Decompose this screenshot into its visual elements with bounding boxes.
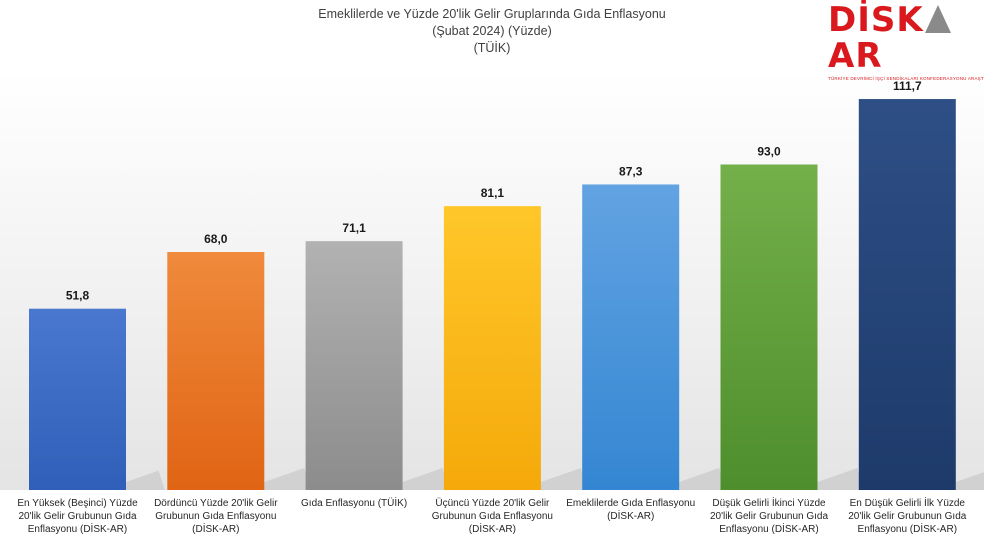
bar — [167, 252, 265, 490]
category-label: Dördüncü Yüzde 20'lik Gelir Grubunun Gıda… — [146, 497, 286, 536]
bar — [305, 241, 403, 490]
bar-shadow — [540, 468, 587, 490]
category-label-line: Enflasyonu (DİSK-AR) — [719, 524, 819, 535]
category-label-line: 20'lik Gelir Grubunun Gıda — [709, 511, 829, 522]
value-label: 68,0 — [204, 232, 228, 246]
bar — [29, 308, 126, 490]
category-label: Düşük Gelirli İkinci Yüzde 20'lik Gelir G… — [699, 497, 839, 536]
logo-tagline: TÜRKİYE DEVRİMCİ İŞÇİ SENDİKALARI KONFED… — [828, 76, 984, 81]
value-label: 111,7 — [893, 79, 922, 93]
category-label-line: Gıda Enflasyonu (TÜİK) — [301, 498, 408, 509]
category-label-line: Grubunun Gıda Enflasyonu — [431, 511, 553, 522]
chart-title: Emeklilerde ve Yüzde 20'lik Gelir Grupla… — [318, 7, 666, 21]
category-label-line: Emeklilerde Gıda Enflasyonu — [566, 498, 696, 509]
category-label-line: Üçüncü Yüzde 20'lik Gelir — [435, 498, 550, 509]
chart-title-block: Emeklilerde ve Yüzde 20'lik Gelir Grupla… — [0, 6, 984, 57]
category-label-line: En Düşük Gelirli İlk Yüzde — [849, 498, 965, 509]
bar-shadow — [264, 468, 311, 490]
bar — [720, 164, 818, 490]
category-label: Emeklilerde Gıda Enflasyonu (DİSK-AR) — [561, 497, 701, 523]
bar-shadow — [126, 470, 165, 490]
category-label-line: En Yüksek (Beşinci) Yüzde — [17, 498, 138, 509]
value-label: 93,0 — [757, 145, 781, 159]
bar-shadows — [126, 468, 984, 490]
bars — [29, 99, 956, 491]
bar-shadow — [402, 468, 449, 490]
bar — [443, 206, 541, 490]
value-label: 87,3 — [619, 164, 643, 178]
disk-ar-logo: DİSKAR TÜRKİYE DEVRİMCİ İŞÇİ SENDİKALARI… — [828, 2, 984, 81]
bar-shadow — [955, 472, 984, 490]
bar-shadow — [679, 468, 726, 490]
value-label: 51,8 — [66, 289, 90, 303]
category-label: Üçüncü Yüzde 20'lik Gelir Grubunun Gıda E… — [422, 497, 562, 536]
category-label-line: 20'lik Gelir Grubunun Gıda — [18, 511, 137, 522]
bar — [582, 184, 680, 490]
logo-wordmark: DİSKAR — [828, 2, 976, 74]
category-label-line: Dördüncü Yüzde 20'lik Gelir — [154, 498, 278, 509]
bar-shadow — [817, 468, 864, 490]
category-label-line: Grubunun Gıda Enflasyonu — [155, 511, 277, 522]
category-label: En Düşük Gelirli İlk Yüzde 20'lik Gelir G… — [837, 497, 977, 536]
bar — [858, 99, 956, 491]
chart-subtitle: (Şubat 2024) (Yüzde) — [432, 24, 552, 38]
logo-triangle-icon — [924, 5, 951, 33]
category-label-line: (DİSK-AR) — [468, 524, 516, 535]
category-label: Gıda Enflasyonu (TÜİK) — [284, 497, 424, 510]
value-label: 71,1 — [342, 221, 366, 235]
category-label-line: 20'lik Gelir Grubunun Gıda — [848, 511, 967, 522]
value-labels: 51,8 68,0 71,1 81,1 87,3 93,0 111,7 — [66, 79, 922, 303]
category-label-line: (DİSK-AR) — [607, 511, 655, 522]
category-label-line: Enflasyonu (DİSK-AR) — [27, 524, 128, 535]
chart-source: (TÜİK) — [473, 41, 511, 55]
category-label-line: Düşük Gelirli İkinci Yüzde — [712, 498, 826, 509]
category-label-line: Enflasyonu (DİSK-AR) — [857, 524, 958, 535]
category-label-line: (DİSK-AR) — [192, 524, 240, 535]
category-label: En Yüksek (Beşinci) Yüzde 20'lik Gelir Gr… — [8, 497, 148, 536]
value-label: 81,1 — [481, 186, 505, 200]
